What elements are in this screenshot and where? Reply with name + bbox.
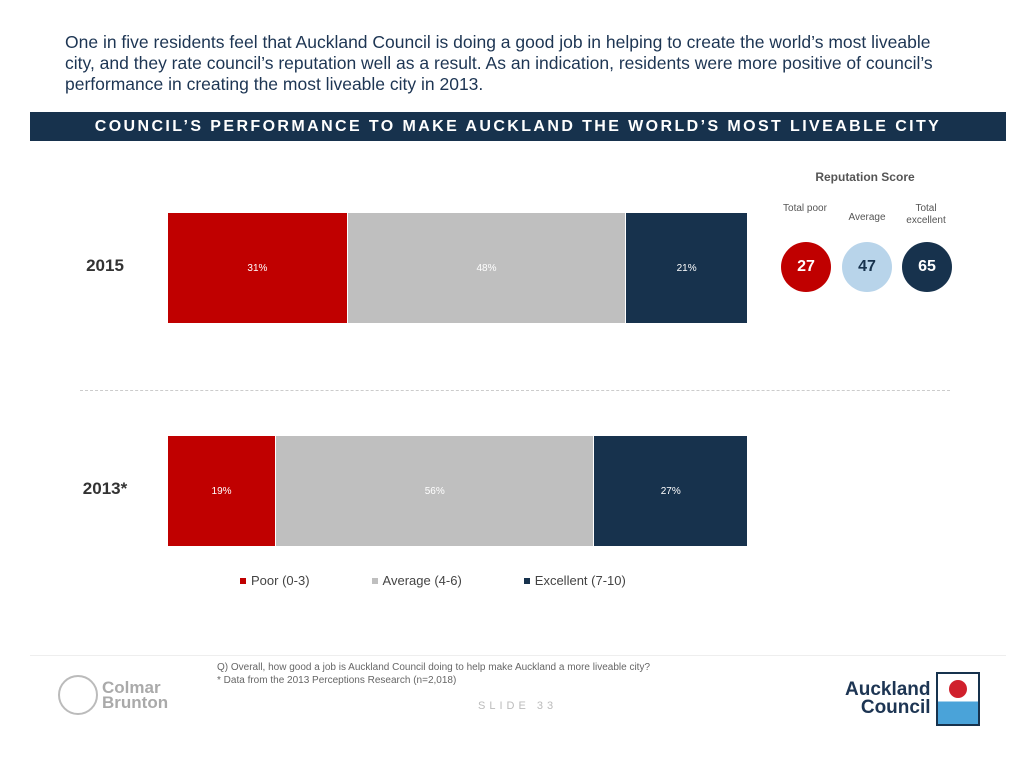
data-label: 21% (676, 262, 697, 274)
bar-segment-excellent: 27% (594, 436, 748, 546)
data-label: 56% (424, 485, 445, 497)
legend-item-excellent: Excellent (7-10) (523, 573, 626, 588)
data-label: 48% (476, 262, 497, 274)
data-label: 31% (247, 262, 268, 274)
data-label: 27% (660, 485, 681, 497)
year-label: 2015 (86, 256, 124, 275)
reputation-label: Average (848, 212, 886, 223)
legend-item-average: Average (4-6) (371, 573, 462, 588)
reputation-excellent-circle: 65 (902, 242, 952, 292)
colmar-brunton-logo: Colmar Brunton (58, 675, 192, 715)
bar-2013: 19% 56% 27% (168, 436, 748, 546)
bar-segment-poor: 31% (168, 213, 348, 323)
legend-swatch (523, 577, 530, 584)
bar-segment-poor: 19% (168, 436, 277, 546)
legend-label: Excellent (7-10) (534, 573, 626, 588)
footer-divider (30, 655, 1006, 656)
legend-swatch (240, 577, 246, 584)
bar-segment-average: 48% (347, 213, 627, 323)
divider (80, 390, 950, 391)
reputation-title: Reputation Score (815, 170, 915, 184)
intro-text: One in five residents feel that Auckland… (65, 32, 933, 94)
year-label: 2013* (82, 479, 128, 498)
legend-item-poor: Poor (0-3) (240, 573, 310, 588)
data-label: 19% (211, 485, 232, 497)
auckland-council-logo: Auckland Council (845, 672, 980, 726)
slide-number: SLIDE 33 (478, 700, 558, 712)
bar-segment-excellent: 21% (626, 213, 748, 323)
reputation-average-circle: 47 (842, 242, 892, 292)
reputation-label: Total poor (783, 203, 827, 214)
legend: Poor (0-3) Average (4-6) Excellent (7-10… (240, 573, 626, 588)
footnote-question: Q) Overall, how good a job is Auckland C… (217, 662, 651, 673)
legend-label: Poor (0-3) (251, 573, 310, 588)
section-banner: COUNCIL’S PERFORMANCE TO MAKE AUCKLAND T… (30, 112, 1006, 141)
legend-swatch (371, 577, 378, 584)
bar-segment-average: 56% (276, 436, 595, 546)
legend-label: Average (4-6) (382, 573, 462, 588)
reputation-label: Total excellent (906, 203, 946, 226)
reputation-poor-circle: 27 (781, 242, 831, 292)
footnote-data: * Data from the 2013 Perceptions Researc… (217, 675, 457, 686)
bar-2015: 31% 48% 21% (168, 213, 748, 323)
